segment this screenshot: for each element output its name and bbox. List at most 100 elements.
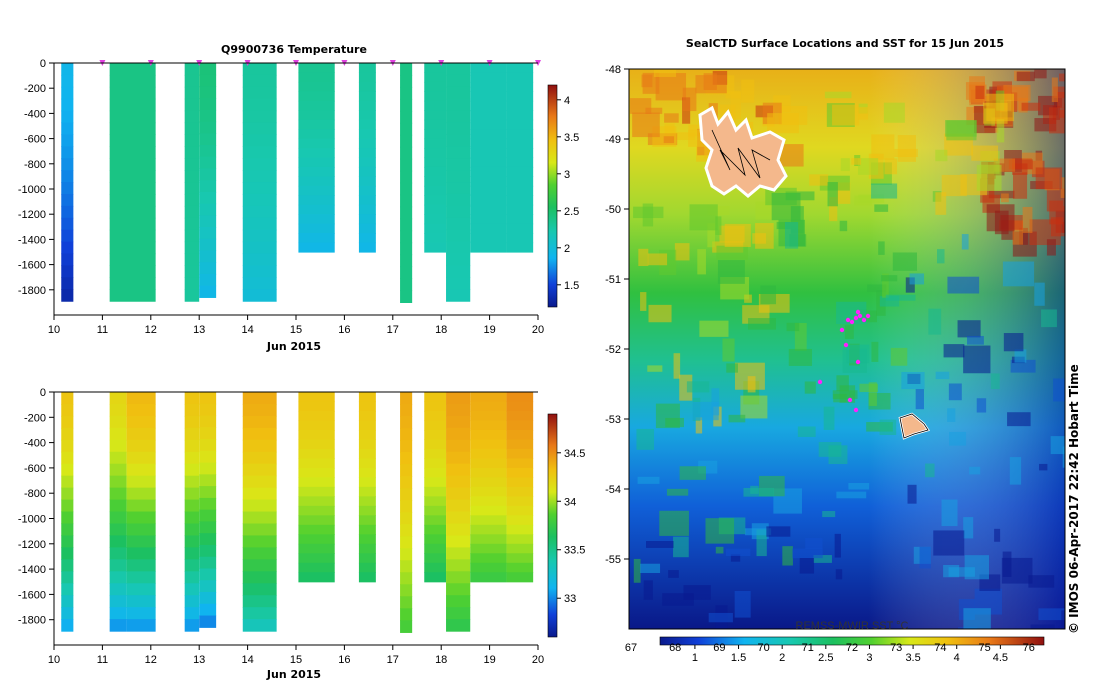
profile-column (446, 63, 471, 302)
profile-cell (400, 440, 413, 453)
profile-cell (199, 427, 217, 440)
profile-cell (242, 463, 277, 477)
profile-cell (184, 451, 200, 465)
profile-cell (61, 86, 74, 100)
profile-cell (109, 475, 127, 489)
profile-cell (242, 439, 277, 453)
profile-cell (358, 534, 376, 545)
profile-cell (184, 403, 200, 417)
profile-cell (61, 595, 74, 608)
profile-cell (61, 134, 74, 147)
profile-cell (358, 233, 376, 244)
profile-cell (470, 553, 507, 564)
profile-cell (446, 511, 471, 525)
sst-patch (871, 183, 898, 199)
profile-cell (109, 205, 156, 219)
profile-cell (470, 458, 507, 469)
profile-cell (298, 223, 335, 234)
profile-cell (109, 463, 127, 477)
sst-patch (788, 348, 813, 366)
profile-cell (424, 420, 447, 431)
profile-cell (424, 195, 447, 206)
profile-cell (470, 100, 507, 111)
profile-cell (400, 86, 413, 100)
profile-cell (109, 253, 156, 267)
profile-column (199, 392, 217, 628)
profile-cell (400, 572, 413, 585)
sst-patch (695, 75, 727, 94)
colorbar-tick-label: 3.5 (564, 132, 579, 144)
sst-fahrenheit-label: 72 (846, 642, 858, 654)
profile-cell (109, 146, 156, 159)
profile-cell (61, 241, 74, 255)
sst-patch (671, 132, 696, 140)
profile-cell (506, 119, 534, 130)
profile-cell (358, 439, 376, 450)
sst-patch (879, 419, 897, 436)
sst-patch (766, 526, 791, 537)
profile-cell (184, 253, 200, 267)
profile-cell (109, 595, 127, 608)
profile-cell (424, 534, 447, 545)
profile-cell (126, 392, 156, 405)
profile-cell (358, 119, 376, 130)
profile-cell (126, 487, 156, 501)
y-tick-label: -400 (24, 108, 46, 120)
profile-cell (298, 534, 335, 545)
profile-cell (298, 233, 335, 244)
profile-cell (470, 233, 507, 244)
profile-cell (506, 138, 534, 149)
profile-cell (358, 562, 376, 573)
profile-cell (184, 193, 200, 207)
profile-column (470, 63, 507, 253)
sst-patch (668, 570, 679, 578)
profile-cell (184, 170, 200, 183)
profile-cell (400, 278, 413, 292)
profile-cell (470, 572, 507, 583)
profile-cell (109, 547, 127, 560)
profile-cell (61, 277, 74, 290)
sst-patch (771, 192, 801, 221)
profile-cell (470, 534, 507, 545)
profile-column (506, 63, 534, 253)
sst-patch (809, 174, 829, 186)
y-tick-label: 0 (40, 387, 46, 399)
profile-cell (506, 477, 534, 488)
profile-cell (199, 156, 217, 170)
map-lat-axis: -48 -49 -50 -51 -52 -53 -54 -55 (605, 64, 629, 566)
profile-cell (109, 392, 127, 405)
x-tick-label: 15 (290, 324, 302, 336)
y-tick-label: -200 (24, 412, 46, 424)
profile-cell (298, 242, 335, 253)
sst-patch (724, 223, 751, 247)
profile-cell (298, 129, 335, 140)
profile-cell (470, 524, 507, 535)
temperature-xlabel: Jun 2015 (266, 340, 321, 353)
profile-cell (199, 439, 217, 452)
profile-cell (298, 467, 335, 478)
profile-cell (446, 523, 471, 537)
profile-cell (506, 63, 534, 74)
profile-column (126, 392, 156, 632)
profile-cell (298, 100, 335, 111)
profile-cell (61, 607, 74, 620)
sst-patch (935, 149, 948, 162)
profile-cell (400, 290, 413, 303)
sst-patch (637, 476, 660, 484)
sst-fahrenheit-label: 75 (978, 642, 990, 654)
sst-celsius-label: 4.5 (993, 652, 1008, 664)
profile-cell (242, 241, 277, 255)
sst-patch (834, 533, 841, 558)
profile-cell (470, 176, 507, 187)
profile-cell (126, 463, 156, 477)
profile-cell (109, 289, 156, 302)
sst-patch (1001, 557, 1033, 584)
sst-patch (933, 530, 965, 556)
profile-cell (446, 122, 471, 136)
profile-cell (506, 448, 534, 460)
colorbar-ramp (547, 84, 558, 308)
profile-cell (446, 583, 471, 596)
profile-cell (400, 110, 413, 124)
sst-patch (1053, 86, 1065, 98)
profile-cell (506, 166, 534, 177)
